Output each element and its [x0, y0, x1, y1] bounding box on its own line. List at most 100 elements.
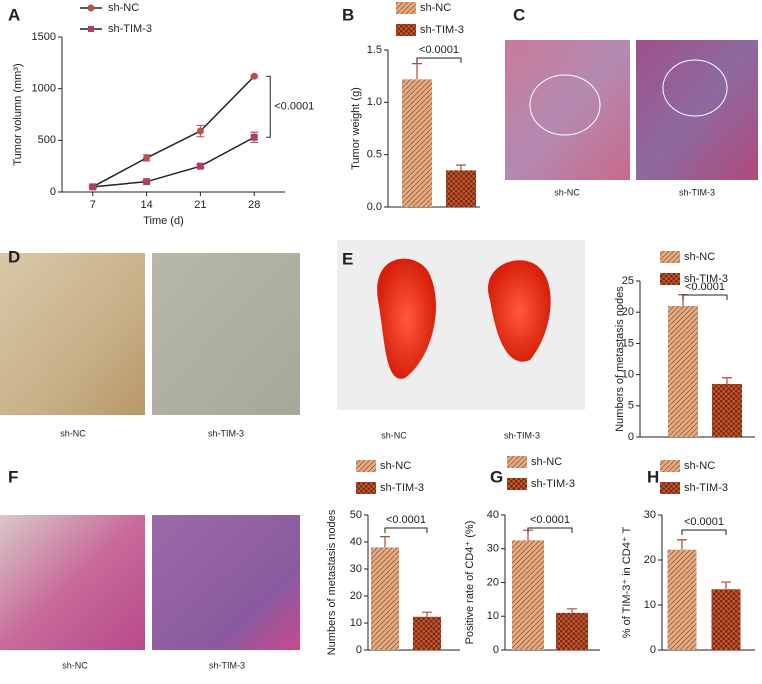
- y-tick-label: 10: [622, 369, 634, 381]
- bar: [668, 305, 698, 437]
- y-tick-label: 20: [487, 576, 499, 588]
- legend-marker: [88, 26, 94, 32]
- bar: [371, 547, 399, 650]
- annotation-bracket: [527, 527, 573, 533]
- y-tick-label: 50: [350, 509, 362, 521]
- bar: [712, 383, 742, 437]
- legend-label: sh-TIM-3: [684, 273, 728, 285]
- bar: [667, 549, 697, 650]
- y-tick-label: 30: [350, 563, 362, 575]
- panel-letter: C: [513, 5, 525, 24]
- x-tick-label: 21: [194, 199, 206, 211]
- panel-letter: F: [8, 467, 18, 486]
- y-tick-label: 40: [487, 509, 499, 521]
- y-tick-label: 0: [628, 431, 634, 443]
- bar: [556, 612, 588, 650]
- image-c: [505, 40, 758, 180]
- legend-label: sh-TIM-3: [108, 23, 152, 35]
- annotation: <0.0001: [685, 281, 725, 293]
- y-axis-title: Positive rate of CD4⁺ (%): [464, 521, 476, 645]
- x-tick-label: 28: [248, 199, 260, 211]
- error-bar: [380, 536, 390, 548]
- legend-swatch: [660, 460, 680, 472]
- error-bar: [722, 377, 732, 384]
- y-tick-label: 0.0: [367, 201, 382, 213]
- y-axis-title: Numbers of metastasis nodes: [326, 509, 338, 655]
- image-caption: sh-TIM-3: [208, 428, 244, 438]
- legend-swatch: [660, 251, 680, 263]
- point: [143, 178, 151, 186]
- y-tick-label: 10: [644, 599, 656, 611]
- panel-letter: D: [8, 247, 20, 266]
- annotation-bracket: [416, 57, 462, 63]
- y-tick-label: 30: [644, 509, 656, 521]
- legend-swatch: [660, 273, 680, 285]
- panel-letter: E: [342, 249, 353, 268]
- error-bar: [456, 164, 466, 171]
- x-tick-label: 7: [90, 199, 96, 211]
- y-tick-label: 10: [487, 610, 499, 622]
- bar: [512, 540, 544, 650]
- image-caption: sh-NC: [62, 660, 88, 670]
- y-tick-label: 1.0: [367, 96, 382, 108]
- y-tick-label: 0: [356, 644, 362, 656]
- point: [196, 127, 204, 135]
- image-caption: sh-NC: [554, 187, 580, 197]
- error-bar: [412, 63, 422, 80]
- image-caption: sh-TIM-3: [504, 430, 540, 440]
- legend-swatch: [356, 482, 376, 494]
- bar: [711, 589, 741, 650]
- y-tick-label: 1000: [32, 83, 56, 95]
- panel-letter: B: [342, 5, 354, 24]
- image-d: [0, 253, 300, 415]
- image-f: [0, 515, 300, 650]
- image-caption: sh-TIM-3: [209, 660, 245, 670]
- y-tick-label: 10: [350, 617, 362, 629]
- y-axis-title: Tumor volumn (mm³): [12, 63, 24, 165]
- x-axis-title: Time (d): [143, 215, 184, 227]
- error-bar: [422, 611, 432, 617]
- legend-swatch: [396, 24, 416, 36]
- error-bar: [721, 581, 731, 590]
- y-tick-label: 0.5: [367, 149, 382, 161]
- legend-swatch: [356, 460, 376, 472]
- legend-label: sh-NC: [380, 460, 411, 472]
- y-tick-label: 20: [350, 590, 362, 602]
- panel-letter: G: [490, 467, 503, 486]
- annotation-bracket: [682, 294, 728, 300]
- bar: [413, 616, 441, 650]
- image-caption: sh-NC: [60, 428, 86, 438]
- y-axis-title: Numbers of metastasis nodes: [614, 286, 626, 432]
- y-tick-label: 25: [622, 275, 634, 287]
- y-tick-label: 15: [622, 337, 634, 349]
- legend-label: sh-TIM-3: [531, 478, 575, 490]
- error-bar: [567, 608, 577, 613]
- y-tick-label: 30: [487, 543, 499, 555]
- legend-label: sh-NC: [108, 2, 139, 14]
- annotation-bracket: [681, 529, 727, 535]
- bar: [402, 79, 432, 207]
- y-tick-label: 5: [628, 400, 634, 412]
- annotation: <0.0001: [684, 516, 724, 528]
- annotation-bracket: [266, 75, 271, 138]
- annotation-bracket: [384, 527, 428, 533]
- legend-label: sh-NC: [420, 2, 451, 14]
- point: [250, 133, 258, 141]
- bar: [446, 170, 476, 207]
- y-tick-label: 1500: [32, 31, 56, 43]
- error-bar: [677, 539, 687, 550]
- legend-label: sh-TIM-3: [380, 482, 424, 494]
- y-tick-label: 0: [493, 644, 499, 656]
- legend-marker: [87, 4, 95, 12]
- series-line: [92, 75, 255, 188]
- y-axis-title: % of TIM-3⁺ in CD4⁺ T: [621, 526, 633, 638]
- legend-label: sh-TIM-3: [420, 24, 464, 36]
- point: [89, 183, 97, 191]
- y-tick-label: 0: [50, 186, 56, 198]
- panel-letter: H: [647, 467, 659, 486]
- y-tick-label: 20: [622, 306, 634, 318]
- legend-label: sh-NC: [684, 460, 715, 472]
- y-tick-label: 500: [38, 134, 56, 146]
- point: [196, 162, 204, 170]
